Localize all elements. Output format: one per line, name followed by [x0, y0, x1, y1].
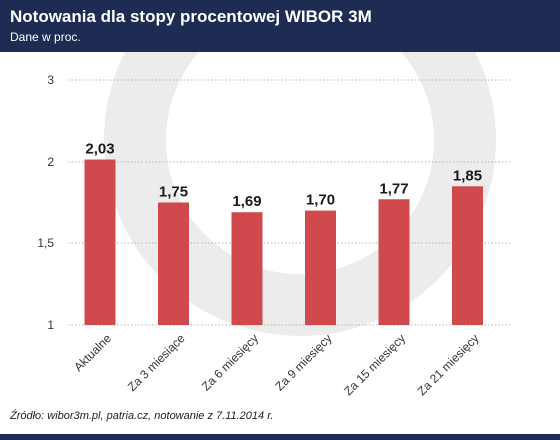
x-tick-label: Za 3 miesiące — [125, 331, 188, 394]
x-tick-label: Za 15 miesięcy — [341, 331, 408, 398]
x-tick-label: Za 6 miesięcy — [199, 331, 261, 393]
x-tick-label: Za 21 miesięcy — [415, 331, 482, 398]
bar — [84, 159, 116, 325]
bar — [452, 186, 483, 325]
bar-value-label: 1,77 — [379, 180, 408, 197]
y-tick-label: 1 — [47, 318, 54, 332]
y-tick-label: 1,5 — [37, 236, 54, 250]
bar — [231, 212, 263, 325]
watermark-ring — [104, 0, 496, 336]
chart-subtitle: Dane w proc. — [10, 30, 81, 44]
chart-header: Notowania dla stopy procentowej WIBOR 3M… — [0, 0, 560, 52]
bar-value-label: 1,70 — [306, 192, 335, 209]
x-tick-label: Aktualne — [71, 331, 114, 374]
bar-value-label: 1,85 — [453, 167, 482, 184]
y-tick-label: 3 — [47, 73, 54, 87]
bar — [378, 199, 410, 325]
bar-value-label: 2,03 — [85, 141, 114, 158]
bar-value-label: 1,75 — [159, 184, 188, 201]
bar-value-label: 1,69 — [232, 193, 261, 210]
x-tick-label: Za 9 miesięcy — [272, 331, 334, 393]
source-note: Źródło: wibor3m.pl, patria.cz, notowanie… — [10, 410, 274, 422]
watermark-logo — [104, 0, 496, 336]
chart-title: Notowania dla stopy procentowej WIBOR 3M — [10, 7, 372, 26]
bar — [158, 202, 189, 325]
y-tick-label: 2 — [47, 155, 54, 169]
bar — [305, 210, 336, 325]
bottom-strip — [0, 434, 560, 440]
